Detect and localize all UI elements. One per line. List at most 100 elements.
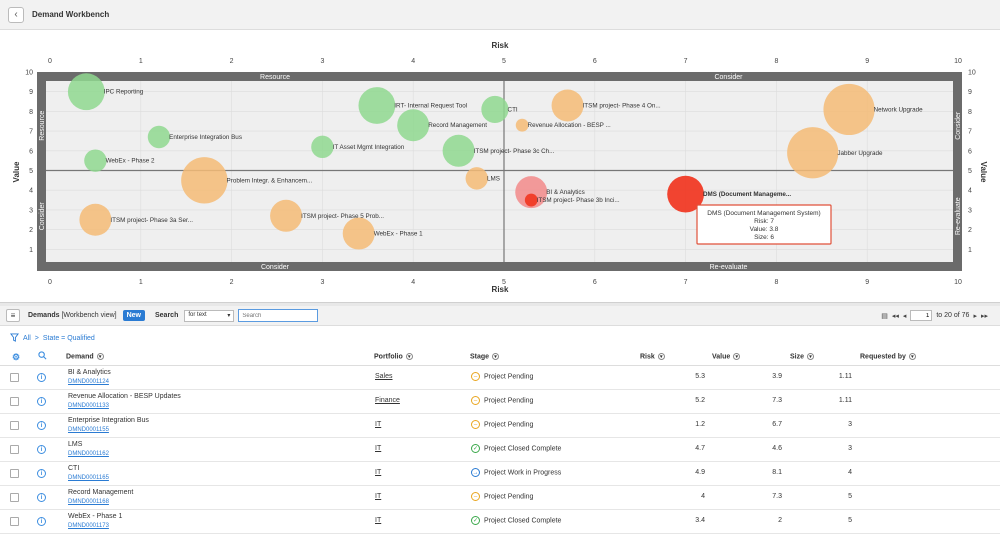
last-page-icon[interactable]: ▸▸ <box>980 312 988 320</box>
bubble-point[interactable] <box>181 157 228 204</box>
search-icon[interactable] <box>38 351 47 362</box>
info-icon[interactable]: i <box>37 517 46 526</box>
table-row[interactable]: i CTI DMND0001165 IT → Project Work in Progre… <box>0 462 1000 486</box>
x-tick-label-top: 9 <box>865 58 869 65</box>
stage-complete-icon: ✓ <box>471 516 480 525</box>
bubble-point[interactable] <box>787 127 839 179</box>
breadcrumb-all[interactable]: All <box>23 335 31 342</box>
portfolio-link[interactable]: IT <box>375 493 382 500</box>
search-field-select[interactable]: for text ▾ <box>184 309 235 322</box>
list-menu-button[interactable]: ≡ <box>6 309 20 322</box>
info-icon[interactable]: i <box>37 469 46 478</box>
prev-page-icon[interactable]: ◂ <box>902 312 907 320</box>
column-risk[interactable]: Risk ▾ <box>640 353 665 360</box>
table-row[interactable]: i Record Management DMND0001168 IT – Project … <box>0 486 1000 510</box>
portfolio-link[interactable]: Finance <box>375 397 400 404</box>
table-row[interactable]: i Enterprise Integration Bus DMND0001155 IT… <box>0 414 1000 438</box>
bubble-point[interactable] <box>465 167 488 190</box>
splitter-handle[interactable] <box>0 302 1000 306</box>
size-value: 5 <box>848 493 852 500</box>
bubble-point[interactable] <box>84 149 107 172</box>
demand-number-link[interactable]: DMND0001173 <box>68 523 109 529</box>
bubble-point[interactable] <box>270 199 303 232</box>
column-requested-by[interactable]: Requested by ▾ <box>860 353 916 360</box>
column-portfolio[interactable]: Portfolio ▾ <box>374 353 413 360</box>
demand-number-link[interactable]: DMND0001168 <box>68 499 109 505</box>
column-stage[interactable]: Stage ▾ <box>470 353 500 360</box>
size-value: 5 <box>848 517 852 524</box>
portfolio-link[interactable]: IT <box>375 445 382 452</box>
bubble-point[interactable] <box>481 95 509 124</box>
portfolio-link[interactable]: IT <box>375 421 382 428</box>
bubble-point[interactable] <box>515 118 529 132</box>
portfolio-link[interactable]: IT <box>375 469 382 476</box>
sort-icon: ▾ <box>96 353 104 360</box>
bubble-label: IPC Reporting <box>104 89 144 96</box>
table-row[interactable]: i BI & Analytics DMND0001124 Sales – Project … <box>0 366 1000 390</box>
demand-number-link[interactable]: DMND0001124 <box>68 379 109 385</box>
portfolio-link[interactable]: IT <box>375 517 382 524</box>
bubble-point[interactable] <box>147 125 171 149</box>
column-demand[interactable]: Demand ▾ <box>66 353 104 360</box>
portfolio-link[interactable]: Sales <box>375 373 393 380</box>
bubble-point[interactable] <box>67 73 105 111</box>
risk-value: 5.3 <box>695 373 705 380</box>
value-value: 4.6 <box>772 445 782 452</box>
bubble-point[interactable] <box>524 193 538 207</box>
bubble-point[interactable] <box>823 83 875 136</box>
info-icon[interactable]: i <box>37 421 46 430</box>
row-checkbox[interactable] <box>10 493 19 502</box>
row-checkbox[interactable] <box>10 445 19 454</box>
row-checkbox[interactable] <box>10 469 19 478</box>
first-page-icon[interactable]: ◂◂ <box>891 312 899 320</box>
table-row[interactable]: i LMS DMND0001162 IT ✓ Project Closed Complet… <box>0 438 1000 462</box>
y-tick-label-left: 9 <box>29 89 33 96</box>
bubble-point[interactable] <box>358 87 396 124</box>
sort-icon: ▾ <box>733 353 741 360</box>
next-page-icon[interactable]: ▸ <box>973 312 977 320</box>
demand-number-link[interactable]: DMND0001133 <box>68 403 109 409</box>
column-value[interactable]: Value ▾ <box>712 353 741 360</box>
y-tick-label-right: 4 <box>968 188 972 195</box>
gear-icon[interactable]: ⚙ <box>12 352 21 362</box>
bubble-point[interactable] <box>551 89 584 122</box>
bubble-point[interactable] <box>397 109 430 142</box>
info-icon[interactable]: i <box>37 373 46 382</box>
filter-icon[interactable] <box>10 333 19 344</box>
bubble-point[interactable] <box>79 203 112 236</box>
value-value: 3.9 <box>772 373 782 380</box>
bubble-point[interactable] <box>667 175 704 213</box>
demand-number-link[interactable]: DMND0001165 <box>68 475 109 481</box>
bubble-point[interactable] <box>515 176 548 209</box>
x-tick-label-top: 3 <box>320 58 324 65</box>
column-size[interactable]: Size ▾ <box>790 353 815 360</box>
table-row[interactable]: i Revenue Allocation - BESP Updates DMND00… <box>0 390 1000 414</box>
x-tick-label-top: 1 <box>139 58 143 65</box>
info-icon[interactable]: i <box>37 493 46 502</box>
new-button[interactable]: New <box>122 310 145 321</box>
sort-icon: ▾ <box>405 353 413 360</box>
list-context-icon[interactable]: ▤ <box>881 312 888 320</box>
bubble-point[interactable] <box>442 134 475 167</box>
demand-number-link[interactable]: DMND0001162 <box>68 451 109 457</box>
row-checkbox[interactable] <box>10 373 19 382</box>
row-checkbox[interactable] <box>10 397 19 406</box>
value-value: 8.1 <box>772 469 782 476</box>
row-checkbox[interactable] <box>10 517 19 526</box>
info-icon[interactable]: i <box>37 445 46 454</box>
stage-cell: ✓ Project Closed Complete <box>471 516 562 525</box>
breadcrumb-state[interactable]: State = Qualified <box>42 335 95 342</box>
demand-name: CTI <box>68 465 80 472</box>
bubble-label: Enterprise Integration Bus <box>169 134 242 141</box>
stage-pending-icon: – <box>471 420 480 429</box>
row-checkbox[interactable] <box>10 421 19 430</box>
back-button[interactable]: ‹ <box>8 6 24 23</box>
bubble-point[interactable] <box>342 217 375 250</box>
info-icon[interactable]: i <box>37 397 46 406</box>
table-row[interactable]: i WebEx - Phase 1 DMND0001173 IT ✓ Project Cl… <box>0 510 1000 534</box>
demand-number-link[interactable]: DMND0001155 <box>68 427 109 433</box>
bubble-point[interactable] <box>311 135 334 159</box>
risk-value: 4.9 <box>695 469 705 476</box>
page-input[interactable] <box>910 310 933 321</box>
search-input[interactable] <box>238 309 319 322</box>
